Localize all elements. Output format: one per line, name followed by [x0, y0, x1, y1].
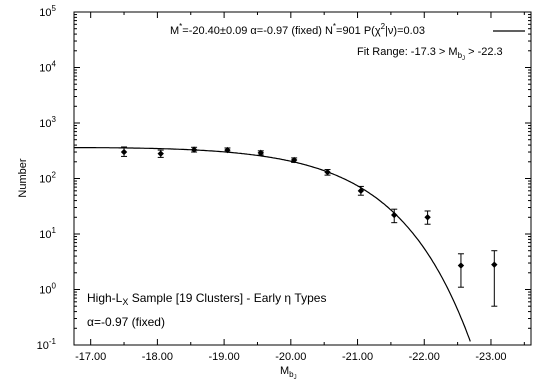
data-point [224, 146, 231, 154]
y-tick-labels: 10-1 100 101 102 103 104 105 [37, 4, 57, 352]
point-marker [290, 156, 298, 164]
x-axis-label: MbJ [280, 365, 297, 381]
x-tick-label: -21.00 [342, 351, 373, 363]
y-axis-label: Number [17, 158, 29, 197]
data-point [120, 146, 128, 157]
axis-ticks [74, 11, 531, 346]
x-tick-label: -22.00 [409, 351, 440, 363]
point-marker [357, 187, 365, 195]
x-tick-labels: -17.00 -18.00 -19.00 -20.00 -21.00 -22.00 -23.… [75, 351, 506, 363]
data-point [324, 168, 331, 176]
data-point [190, 146, 198, 153]
point-marker [457, 262, 465, 269]
y-tick-label: 102 [39, 171, 56, 186]
y-tick-label: 101 [39, 226, 56, 241]
point-marker [391, 211, 398, 219]
point-marker [120, 148, 128, 156]
fit-range-label: Fit Range: -17.3 > MbJ > -22.3 [357, 46, 503, 62]
data-points [120, 146, 498, 307]
x-tick-label: -20.00 [275, 351, 306, 363]
x-tick-label: -17.00 [75, 351, 106, 363]
data-point [290, 156, 298, 164]
data-point [491, 250, 498, 307]
point-marker [257, 149, 265, 157]
y-tick-label: 105 [39, 4, 56, 19]
data-point [357, 185, 365, 196]
sample-label: High-LX Sample [19 Clusters] - Early η T… [87, 291, 326, 307]
alpha-note: α=-0.97 (fixed) [87, 315, 165, 329]
point-marker [324, 168, 331, 176]
x-tick-label: -23.00 [475, 351, 506, 363]
point-marker [491, 261, 498, 268]
point-marker [224, 146, 231, 154]
y-tick-label: 104 [39, 60, 56, 75]
data-point [257, 149, 265, 157]
data-point [424, 210, 431, 225]
point-marker [190, 146, 198, 153]
y-tick-label: 103 [39, 115, 56, 130]
x-tick-label: -19.00 [209, 351, 240, 363]
fit-parameters-label: M*=-20.40±0.09 α=-0.97 (fixed) N*=901 P(… [170, 22, 425, 37]
point-marker [157, 150, 164, 157]
schechter-fit-curve [74, 147, 471, 342]
y-tick-label: 100 [39, 282, 56, 297]
data-point [391, 208, 398, 224]
data-point [457, 253, 465, 288]
x-tick-label: -18.00 [142, 351, 173, 363]
point-marker [424, 214, 431, 221]
data-point [157, 149, 164, 158]
y-tick-label: 10-1 [37, 337, 57, 352]
